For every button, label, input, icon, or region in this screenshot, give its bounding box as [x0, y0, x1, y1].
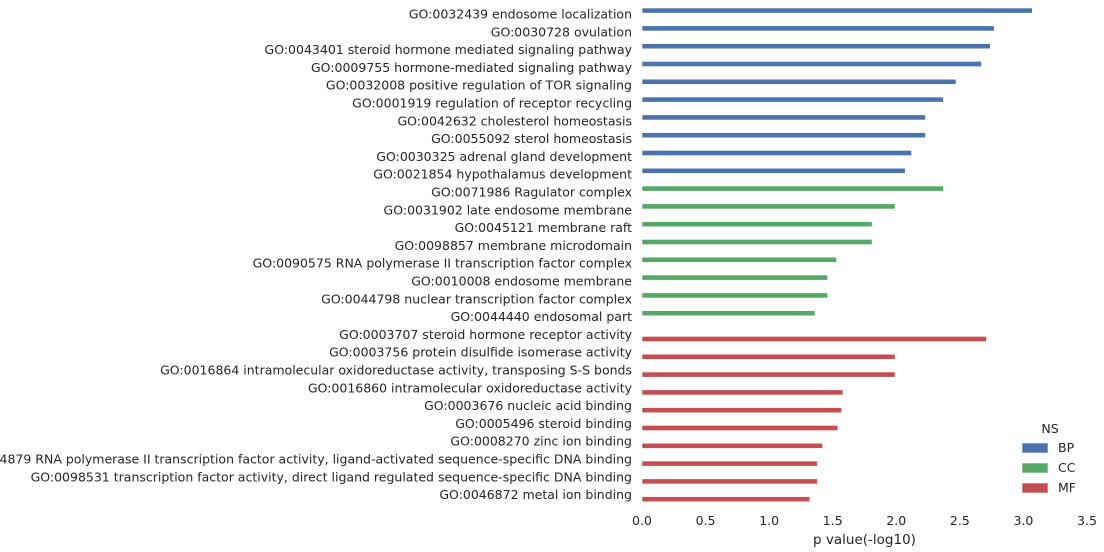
bar-cc	[641, 274, 828, 281]
bar-mf	[641, 336, 987, 342]
bar-bp	[641, 167, 906, 174]
category-label: GO:0042632 cholesterol homeostasis	[398, 113, 633, 128]
bar-cc	[641, 256, 837, 263]
legend-label-mf: MF	[1058, 480, 1076, 495]
bar-cc	[641, 239, 873, 245]
bar-mf	[641, 389, 844, 396]
category-label: GO:0003756 protein disulfide isomerase a…	[329, 345, 633, 360]
x-axis-ticks: 0.0 0.5 1.0 1.5 2.0 2.5 3.0 3.5	[632, 513, 1097, 528]
x-tick-label: 1.5	[823, 513, 843, 528]
category-label: GO:0010008 endosome membrane	[411, 274, 632, 289]
category-label: GO:0009755 hormone-mediated signaling pa…	[311, 60, 633, 75]
x-tick-label: 0.5	[696, 513, 716, 528]
legend-label-bp: BP	[1058, 440, 1075, 455]
x-tick-label: 2.0	[886, 513, 906, 528]
x-tick-label: 3.0	[1013, 513, 1033, 528]
bar-bp	[641, 61, 982, 67]
category-label: GO:0021854 hypothalamus development	[373, 167, 632, 182]
bar-mf	[641, 407, 842, 414]
category-label: GO:0098531 transcription factor activity…	[31, 469, 632, 484]
legend-title: NS	[1041, 421, 1058, 436]
bar-bp	[641, 43, 991, 50]
category-label: GO:0016864 intramolecular oxidoreductase…	[160, 363, 632, 378]
bar-bp	[641, 25, 995, 32]
legend-swatch-bp	[1021, 442, 1049, 454]
category-label: GO:0044798 nuclear transcription factor …	[321, 291, 632, 306]
legend-label-cc: CC	[1058, 460, 1076, 475]
category-label: GO:0043401 steroid hormone mediated sign…	[265, 42, 633, 57]
bar-cc	[641, 292, 828, 299]
category-label: GO:0046872 metal ion binding	[439, 487, 632, 502]
category-label: GO:0098857 membrane microdomain	[395, 238, 632, 253]
category-label: GO:0032008 positive regulation of TOR si…	[326, 78, 632, 93]
bar-cc	[641, 203, 896, 210]
bar-mf	[641, 371, 896, 378]
bar-bp	[641, 96, 944, 103]
category-label: GO:0004879 RNA polymerase II transcripti…	[0, 452, 632, 467]
legend: NS BP CC MF	[1021, 421, 1076, 495]
x-tick-label: 1.0	[759, 513, 779, 528]
legend-swatch-mf	[1021, 482, 1049, 494]
bar-bp	[641, 114, 926, 121]
category-label: GO:0032439 endosome localization	[409, 7, 632, 22]
category-label: GO:0090575 RNA polymerase II transcripti…	[253, 256, 632, 271]
category-labels: GO:0032439 endosome localization GO:00307…	[0, 7, 633, 503]
category-label: GO:0044440 endosomal part	[451, 309, 633, 324]
bar-mf	[641, 460, 818, 467]
x-tick-label: 3.5	[1077, 513, 1097, 528]
category-label: GO:0030325 adrenal gland development	[376, 149, 632, 164]
bar-mf	[641, 353, 896, 360]
bar-cc	[641, 310, 816, 317]
category-label: GO:0071986 Ragulator complex	[431, 185, 632, 200]
category-label: GO:0005496 steroid binding	[455, 416, 632, 431]
x-tick-label: 0.0	[632, 513, 652, 528]
bar-mf	[641, 442, 823, 449]
category-label: GO:0003707 steroid hormone receptor acti…	[339, 327, 632, 342]
category-label: GO:0008270 zinc ion binding	[450, 434, 632, 449]
bars	[641, 7, 1033, 503]
category-label: GO:0030728 ovulation	[491, 24, 632, 39]
bar-bp	[641, 132, 926, 139]
bar-cc	[641, 185, 944, 192]
category-label: GO:0001919 regulation of receptor recycl…	[352, 96, 632, 111]
category-label: GO:0055092 sterol homeostasis	[431, 131, 632, 146]
category-label: GO:0003676 nucleic acid binding	[424, 398, 632, 413]
category-label: GO:0016860 intramolecular oxidoreductase…	[308, 380, 633, 395]
bar-bp	[641, 78, 957, 85]
x-tick-label: 2.5	[950, 513, 970, 528]
bar-bp	[641, 150, 912, 156]
bar-mf	[641, 496, 811, 503]
legend-swatch-cc	[1021, 462, 1049, 474]
category-label: GO:0031902 late endosome membrane	[384, 202, 633, 217]
bar-bp	[641, 7, 1033, 14]
x-axis-label: p value(-log10)	[813, 532, 916, 548]
bar-cc	[641, 221, 873, 228]
category-label: GO:0045121 membrane raft	[455, 220, 633, 235]
bar-mf	[641, 425, 839, 431]
bar-mf	[641, 478, 818, 485]
